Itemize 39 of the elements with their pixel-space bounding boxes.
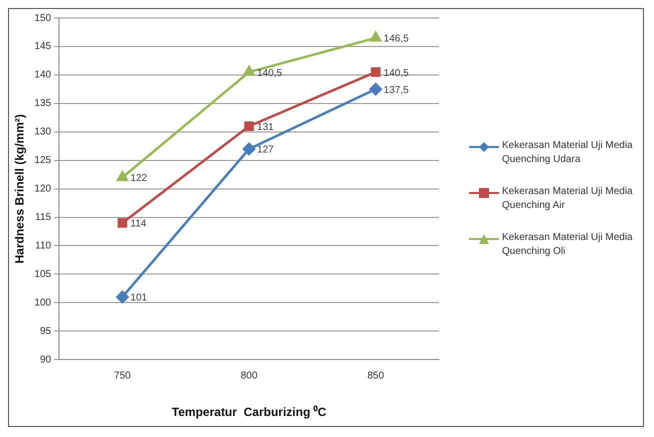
y-tick-label: 135 [34,98,52,110]
data-label: 137,5 [384,84,410,96]
y-tick-label: 130 [34,126,52,138]
data-label: 131 [257,122,274,133]
x-tick-label: 850 [367,370,384,382]
y-tick-label: 90 [40,354,52,366]
y-tick-label: 140 [34,70,52,81]
y-tick-label: 95 [40,326,52,337]
y-tick-label: 115 [35,212,52,224]
x-tick-label: 800 [240,370,258,382]
data-label: 140,5 [257,68,283,79]
y-axis-title: Hardness Brinell (kg/mm²) [12,114,27,264]
data-label: 114 [130,218,147,230]
y-tick-label: 100 [34,297,52,308]
y-tick-label: 105 [34,268,52,280]
data-label: 127 [257,144,274,156]
point [118,218,128,228]
y-tick-label: 120 [34,184,52,195]
y-tick-label: 150 [34,12,52,24]
point [244,121,254,131]
legend-label: Kekerasan Material Uji Media Quenching Udara [502,139,634,167]
data-label: 122 [130,173,148,184]
data-label: 140,5 [384,68,410,79]
point [370,67,380,77]
point [116,290,129,304]
y-tick-label: 145 [34,41,52,52]
y-tick-label: 125 [34,155,52,166]
legend-label: Kekerasan Material Uji Media Quenching Air [502,185,634,213]
data-label: 146,5 [384,34,410,45]
x-axis-title: Temperatur Carburizing ⁰C [172,405,327,420]
data-label: 101 [130,292,148,304]
x-tick-label: 750 [114,370,132,382]
legend-label: Kekerasan Material Uji Media Quenching Oli [502,231,634,259]
point [116,171,128,182]
y-tick-label: 110 [35,240,52,252]
point [242,142,256,156]
point [370,32,382,42]
point [243,66,255,76]
point [369,82,382,96]
